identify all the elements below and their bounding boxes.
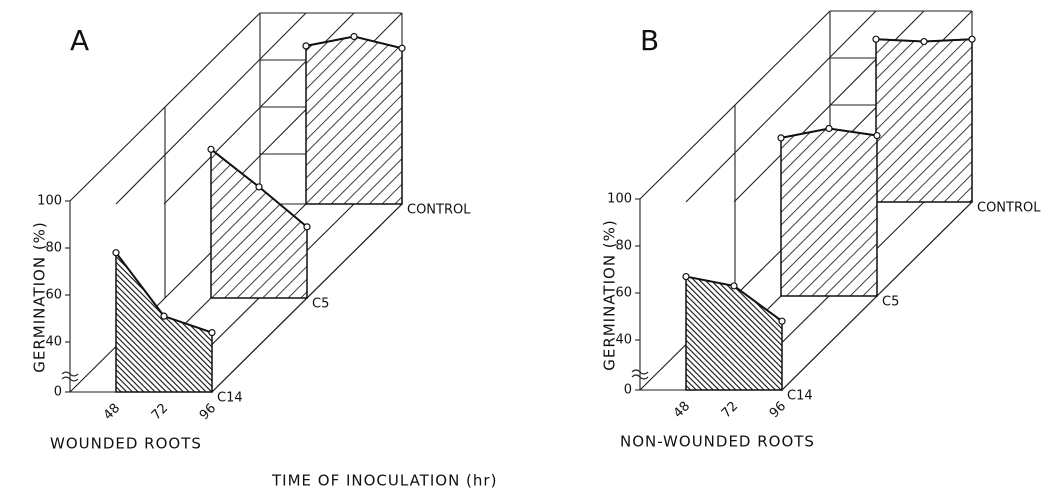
series-label: C14 bbox=[787, 389, 813, 404]
data-point bbox=[112, 249, 120, 257]
y-tick-label: 40 bbox=[615, 333, 632, 348]
x-tick-label: 96 bbox=[197, 401, 219, 423]
data-point bbox=[207, 145, 215, 153]
series-label: C14 bbox=[217, 391, 243, 406]
x-tick-label: 96 bbox=[767, 399, 789, 421]
axis-break bbox=[61, 371, 79, 382]
data-point bbox=[777, 134, 785, 142]
data-point bbox=[350, 32, 358, 41]
data-point bbox=[873, 131, 881, 140]
data-point bbox=[682, 272, 690, 281]
series-area bbox=[685, 275, 783, 391]
series-area bbox=[210, 147, 308, 299]
data-point bbox=[208, 329, 216, 337]
series-area bbox=[875, 38, 973, 203]
data-point bbox=[303, 223, 311, 231]
y-tick-label: 60 bbox=[615, 286, 632, 301]
y-tick-label: 60 bbox=[45, 288, 62, 303]
panel: 0 40 60 80 100 48 72 96 CONTROL C5 C14 A GERMINATION… bbox=[31, 12, 471, 453]
x-axis-label: TIME OF INOCULATION (hr) bbox=[271, 472, 497, 490]
grid-line bbox=[685, 10, 877, 203]
data-point bbox=[872, 35, 880, 43]
data-point bbox=[160, 312, 168, 320]
series-area bbox=[305, 35, 403, 205]
axis-break bbox=[631, 369, 649, 380]
data-point bbox=[398, 44, 406, 52]
y-axis-label: GERMINATION (%) bbox=[31, 221, 49, 373]
series-area bbox=[115, 250, 213, 393]
data-point bbox=[920, 37, 928, 46]
y-tick-label: 100 bbox=[607, 192, 632, 207]
series-label: C5 bbox=[882, 295, 899, 310]
subtitle: WOUNDED ROOTS bbox=[50, 435, 202, 453]
grid-line bbox=[115, 12, 307, 205]
y-tick-label: 80 bbox=[45, 241, 62, 256]
y-axis-label: GERMINATION (%) bbox=[601, 219, 619, 371]
series-label: CONTROL bbox=[977, 201, 1041, 216]
series-label: C5 bbox=[312, 297, 329, 312]
x-tick-label: 48 bbox=[671, 399, 693, 421]
data-point bbox=[968, 35, 976, 43]
panel-label: B bbox=[640, 24, 659, 57]
series-area bbox=[780, 127, 878, 297]
data-point bbox=[730, 282, 738, 290]
series-label: CONTROL bbox=[407, 203, 471, 218]
y-tick-label: 40 bbox=[45, 335, 62, 350]
panel: 0 40 60 80 100 48 72 96 CONTROL C5 C14 B GERMINATION… bbox=[601, 10, 1041, 451]
y-tick-label: 0 bbox=[54, 385, 62, 400]
x-tick-label: 48 bbox=[101, 401, 123, 423]
x-tick-label: 72 bbox=[719, 399, 741, 421]
data-point bbox=[255, 183, 263, 191]
data-point bbox=[302, 42, 310, 50]
data-point bbox=[778, 317, 786, 325]
y-tick-label: 100 bbox=[37, 194, 62, 209]
subtitle: NON-WOUNDED ROOTS bbox=[620, 433, 815, 451]
y-tick-label: 0 bbox=[624, 383, 632, 398]
panel-label: A bbox=[70, 24, 89, 57]
y-tick-label: 80 bbox=[615, 239, 632, 254]
data-point bbox=[825, 124, 833, 133]
x-tick-label: 72 bbox=[149, 401, 171, 423]
